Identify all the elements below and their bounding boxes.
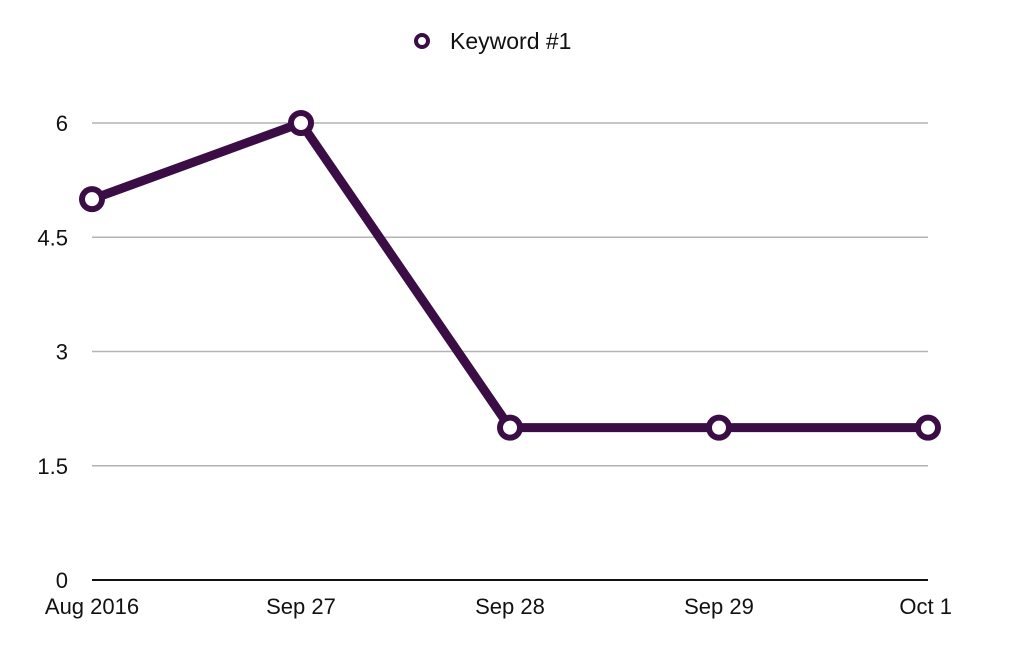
data-point[interactable] <box>706 414 732 441</box>
data-point[interactable] <box>288 110 314 136</box>
y-tick-label: 0 <box>56 568 68 593</box>
series-keyword-1 <box>79 110 941 441</box>
y-tick-label: 6 <box>56 111 68 136</box>
x-tick-label: Sep 29 <box>684 594 754 619</box>
legend[interactable]: Keyword #1 <box>414 28 571 54</box>
y-axis-ticks: 0 1.5 3 4.5 6 <box>37 111 68 593</box>
legend-marker <box>414 33 430 49</box>
series-line <box>87 118 933 433</box>
x-axis-ticks: Aug 2016 Sep 27 Sep 28 Sep 29 Oct 1 <box>45 594 952 619</box>
data-point[interactable] <box>497 414 523 441</box>
data-point[interactable] <box>915 414 941 441</box>
x-tick-label: Sep 27 <box>266 594 336 619</box>
x-tick-label: Aug 2016 <box>45 594 139 619</box>
legend-label: Keyword #1 <box>450 28 571 54</box>
x-tick-label: Oct 1 <box>899 594 952 619</box>
y-tick-label: 3 <box>56 340 68 365</box>
y-tick-label: 4.5 <box>37 225 68 250</box>
grid-lines <box>92 122 928 467</box>
x-tick-label: Sep 28 <box>475 594 545 619</box>
y-tick-label: 1.5 <box>37 454 68 479</box>
data-point[interactable] <box>79 186 105 213</box>
